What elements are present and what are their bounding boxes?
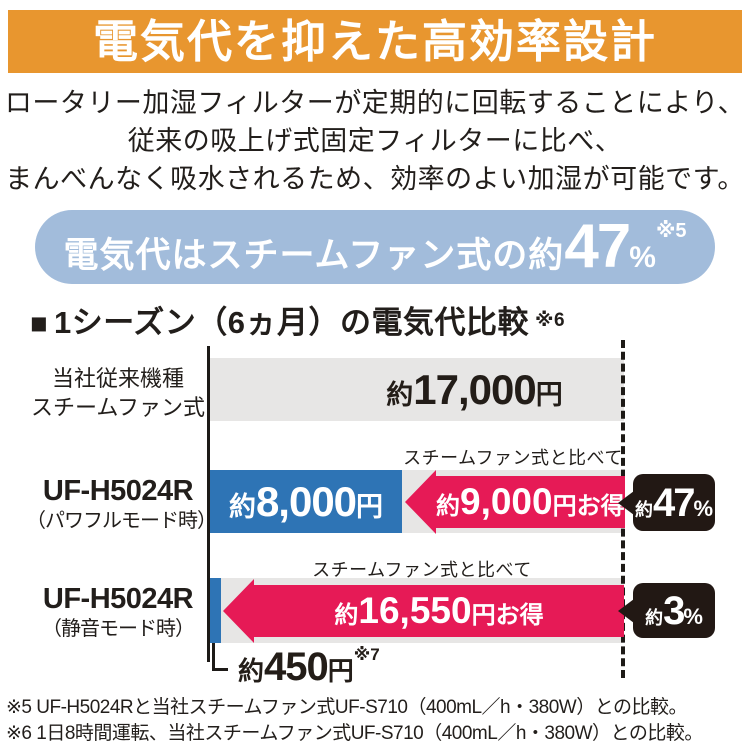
intro-line-2: 従来の吸上げ式固定フィルターに比べ、: [127, 126, 623, 156]
row-label-powerful: UF-H5024R （パワフルモード時）: [26, 475, 217, 534]
row-label-quiet-model: UF-H5024R: [42, 583, 194, 615]
highlight-banner: 電気代はスチームファン式の約47%※5: [35, 210, 715, 284]
bar-powerful: 約8,000円: [210, 470, 402, 533]
savings-arrow-powerful-body: 約9,000円お得: [436, 475, 625, 528]
compare-note-quiet: スチームファン式と比べて: [312, 560, 532, 580]
percent-badge-quiet: 約3%: [618, 583, 715, 638]
savings-arrow-quiet-body: 約16,550円お得: [254, 584, 624, 637]
chart-title: ■ 1シーズン（6ヵ月）の電気代比較 ※6: [30, 297, 565, 342]
intro-paragraph: ロータリー加湿フィルターが定期的に回転することにより、 従来の吸上げ式固定フィル…: [0, 84, 750, 198]
savings-powerful-text: 約9,000円お得: [436, 481, 625, 522]
bar-quiet-value: 約450円※7: [238, 645, 380, 689]
bar-conventional: 約17,000円: [210, 358, 624, 421]
percent-badge-powerful: 約47%: [618, 474, 715, 531]
savings-arrow-powerful: 約9,000円お得: [405, 469, 625, 534]
savings-arrow-quiet: 約16,550円お得: [223, 578, 624, 643]
highlight-prefix: 電気代はスチームファン式の約: [63, 236, 565, 275]
chart-title-note-ref: ※6: [534, 310, 566, 331]
bar-conventional-value: 約17,000円: [386, 365, 563, 413]
footnote-6: ※6 1日8時間運転、当社スチームファン式UF-S710（400mL／h・380…: [6, 723, 703, 744]
row-label-conventional: 当社従来機種 スチームファン式: [26, 364, 210, 422]
row-label-powerful-mode: （パワフルモード時）: [26, 510, 217, 532]
badge-pointer-icon: [618, 598, 634, 623]
highlight-text: 電気代はスチームファン式の約47%※5: [63, 216, 686, 278]
intro-line-3: まんべんなく吸水されるため、効率のよい加湿が可能です。: [5, 164, 745, 194]
arrow-left-icon: [223, 578, 254, 643]
footnotes: ※5 UF-H5024Rと当社スチームファン式UF-S710（400mL／h・3…: [6, 695, 703, 747]
compare-note-powerful: スチームファン式と比べて: [403, 448, 623, 468]
row-label-conventional-line2: スチームファン式: [30, 395, 206, 420]
electricity-cost-chart: 当社従来機種 スチームファン式 約17,000円 スチームファン式と比べて UF…: [0, 340, 750, 692]
highlight-value: 47: [564, 212, 631, 281]
chart-title-text: 1シーズン（6ヵ月）の電気代比較: [54, 305, 529, 340]
callout-connector-horizontal: [212, 668, 228, 671]
chart-axis-line: [207, 346, 210, 662]
bar-quiet: [210, 578, 221, 643]
percent-badge-quiet-text: 約3%: [645, 588, 703, 633]
bar-powerful-value: 約8,000円: [228, 477, 384, 525]
highlight-note-ref: ※5: [655, 220, 687, 242]
intro-line-1: ロータリー加湿フィルターが定期的に回転することにより、: [4, 88, 746, 118]
percent-badge-powerful-text: 約47%: [634, 480, 714, 525]
page-title: 電気代を抑えた高効率設計: [92, 16, 657, 67]
row-label-conventional-line1: 当社従来機種: [51, 366, 184, 391]
footnote-5: ※5 UF-H5024Rと当社スチームファン式UF-S710（400mL／h・3…: [6, 697, 688, 718]
savings-quiet-text: 約16,550円お得: [334, 590, 544, 631]
row-label-quiet-mode: （静音モード時）: [42, 618, 195, 640]
header-banner: 電気代を抑えた高効率設計: [8, 10, 742, 73]
arrow-left-icon: [405, 469, 436, 534]
row-label-quiet: UF-H5024R （静音モード時）: [26, 584, 210, 642]
badge-pointer-icon: [618, 490, 634, 515]
square-bullet-icon: ■: [30, 308, 49, 340]
callout-connector-vertical: [212, 643, 215, 671]
highlight-unit: %: [629, 241, 656, 274]
row-label-powerful-model: UF-H5024R: [42, 475, 194, 507]
